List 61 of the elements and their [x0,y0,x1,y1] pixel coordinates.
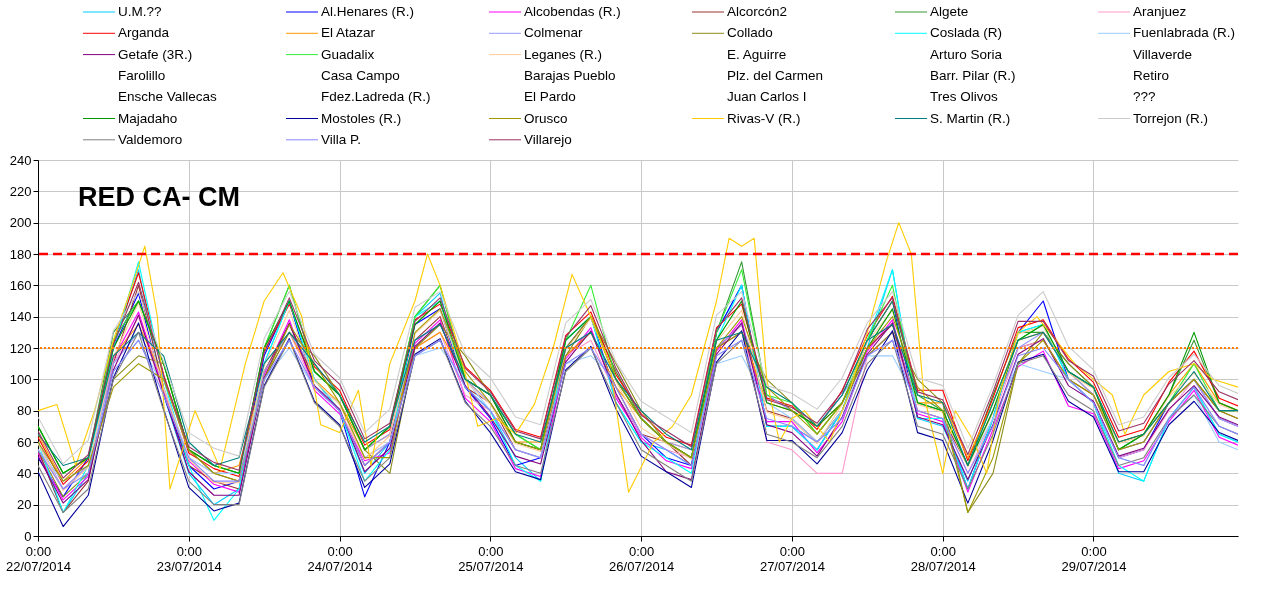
x-tick-label: 0:00 26/07/2014 [609,543,675,574]
y-tick-label: 120 [9,340,32,356]
y-tick-label: 40 [17,465,32,481]
legend-label: Guadalix [321,46,375,62]
legend-label: Villarejo [524,131,572,147]
x-tick-label: 0:00 23/07/2014 [156,543,222,574]
text: Farolillo [118,67,166,83]
legend-label: Alcobendas (R.) [524,4,621,19]
legend-label: Getafe (3R.) [118,46,193,62]
legend-label: Al.Henares (R.) [321,4,415,19]
y-tick-label: 60 [17,434,32,450]
legend-label: Colmenar [524,25,584,41]
legend-label: Majadaho [118,110,178,126]
legend-label: El Atazar [321,25,376,41]
legend-label: Fuenlabrada (R.) [1133,25,1236,41]
legend-label: Coslada (R) [930,25,1003,41]
x-tick-label: 0:00 28/07/2014 [910,543,976,574]
x-tick-label: 0:00 24/07/2014 [307,543,373,574]
x-tick-label: 0:00 25/07/2014 [458,543,524,574]
legend-label: Arganda [118,25,170,41]
legend-label: U.M.?? [118,4,162,19]
y-tick-label: 240 [9,152,32,168]
text: RED CA- CM [78,182,240,212]
y-tick-label: 100 [9,371,32,387]
legend-label: Mostoles (R.) [321,110,402,126]
text: Arturo Soria [930,46,1003,62]
text: Juan Carlos I [727,89,807,105]
y-tick-label: 200 [9,215,32,231]
y-tick-label: 0 [24,528,32,544]
y-tick-label: 160 [9,277,32,293]
text: E. Aguirre [727,46,787,62]
text: Villaverde [1133,46,1193,62]
legend-label: Alcorcón2 [727,4,788,19]
legend-label: S. Martin (R.) [930,110,1011,126]
legend-label: Rivas-V (R.) [727,110,801,126]
text: Barr. Pilar (R.) [930,67,1016,83]
legend-label: Valdemoro [118,131,183,147]
legend-label: Villa P. [321,131,362,147]
x-tick-label: 0:00 22/07/2014 [5,543,72,574]
text: Casa Campo [321,67,400,83]
legend-label: Leganes (R.) [524,46,603,62]
text: ??? [1133,89,1156,105]
y-tick-label: 20 [17,497,32,513]
text: El Pardo [524,89,576,105]
y-tick-label: 220 [9,183,32,199]
legend-label: Torrejon (R.) [1133,110,1209,126]
text: Tres Olivos [930,89,999,105]
x-tick-label: 0:00 27/07/2014 [759,543,825,574]
text: Retiro [1133,67,1170,83]
legend-label: Orusco [524,110,568,126]
y-tick-label: 180 [9,246,32,262]
x-tick-label: 0:00 29/07/2014 [1061,543,1127,574]
legend-label: Algete [930,4,969,19]
y-tick-label: 140 [9,309,32,325]
text: Ensche Vallecas [118,89,218,105]
legend-label: Collado [727,25,773,41]
text: Plz. del Carmen [727,67,824,83]
text: Barajas Pueblo [524,67,616,83]
y-tick-label: 80 [17,403,32,419]
text: Fdez.Ladreda (R.) [321,89,431,105]
legend-label: Aranjuez [1133,4,1187,19]
